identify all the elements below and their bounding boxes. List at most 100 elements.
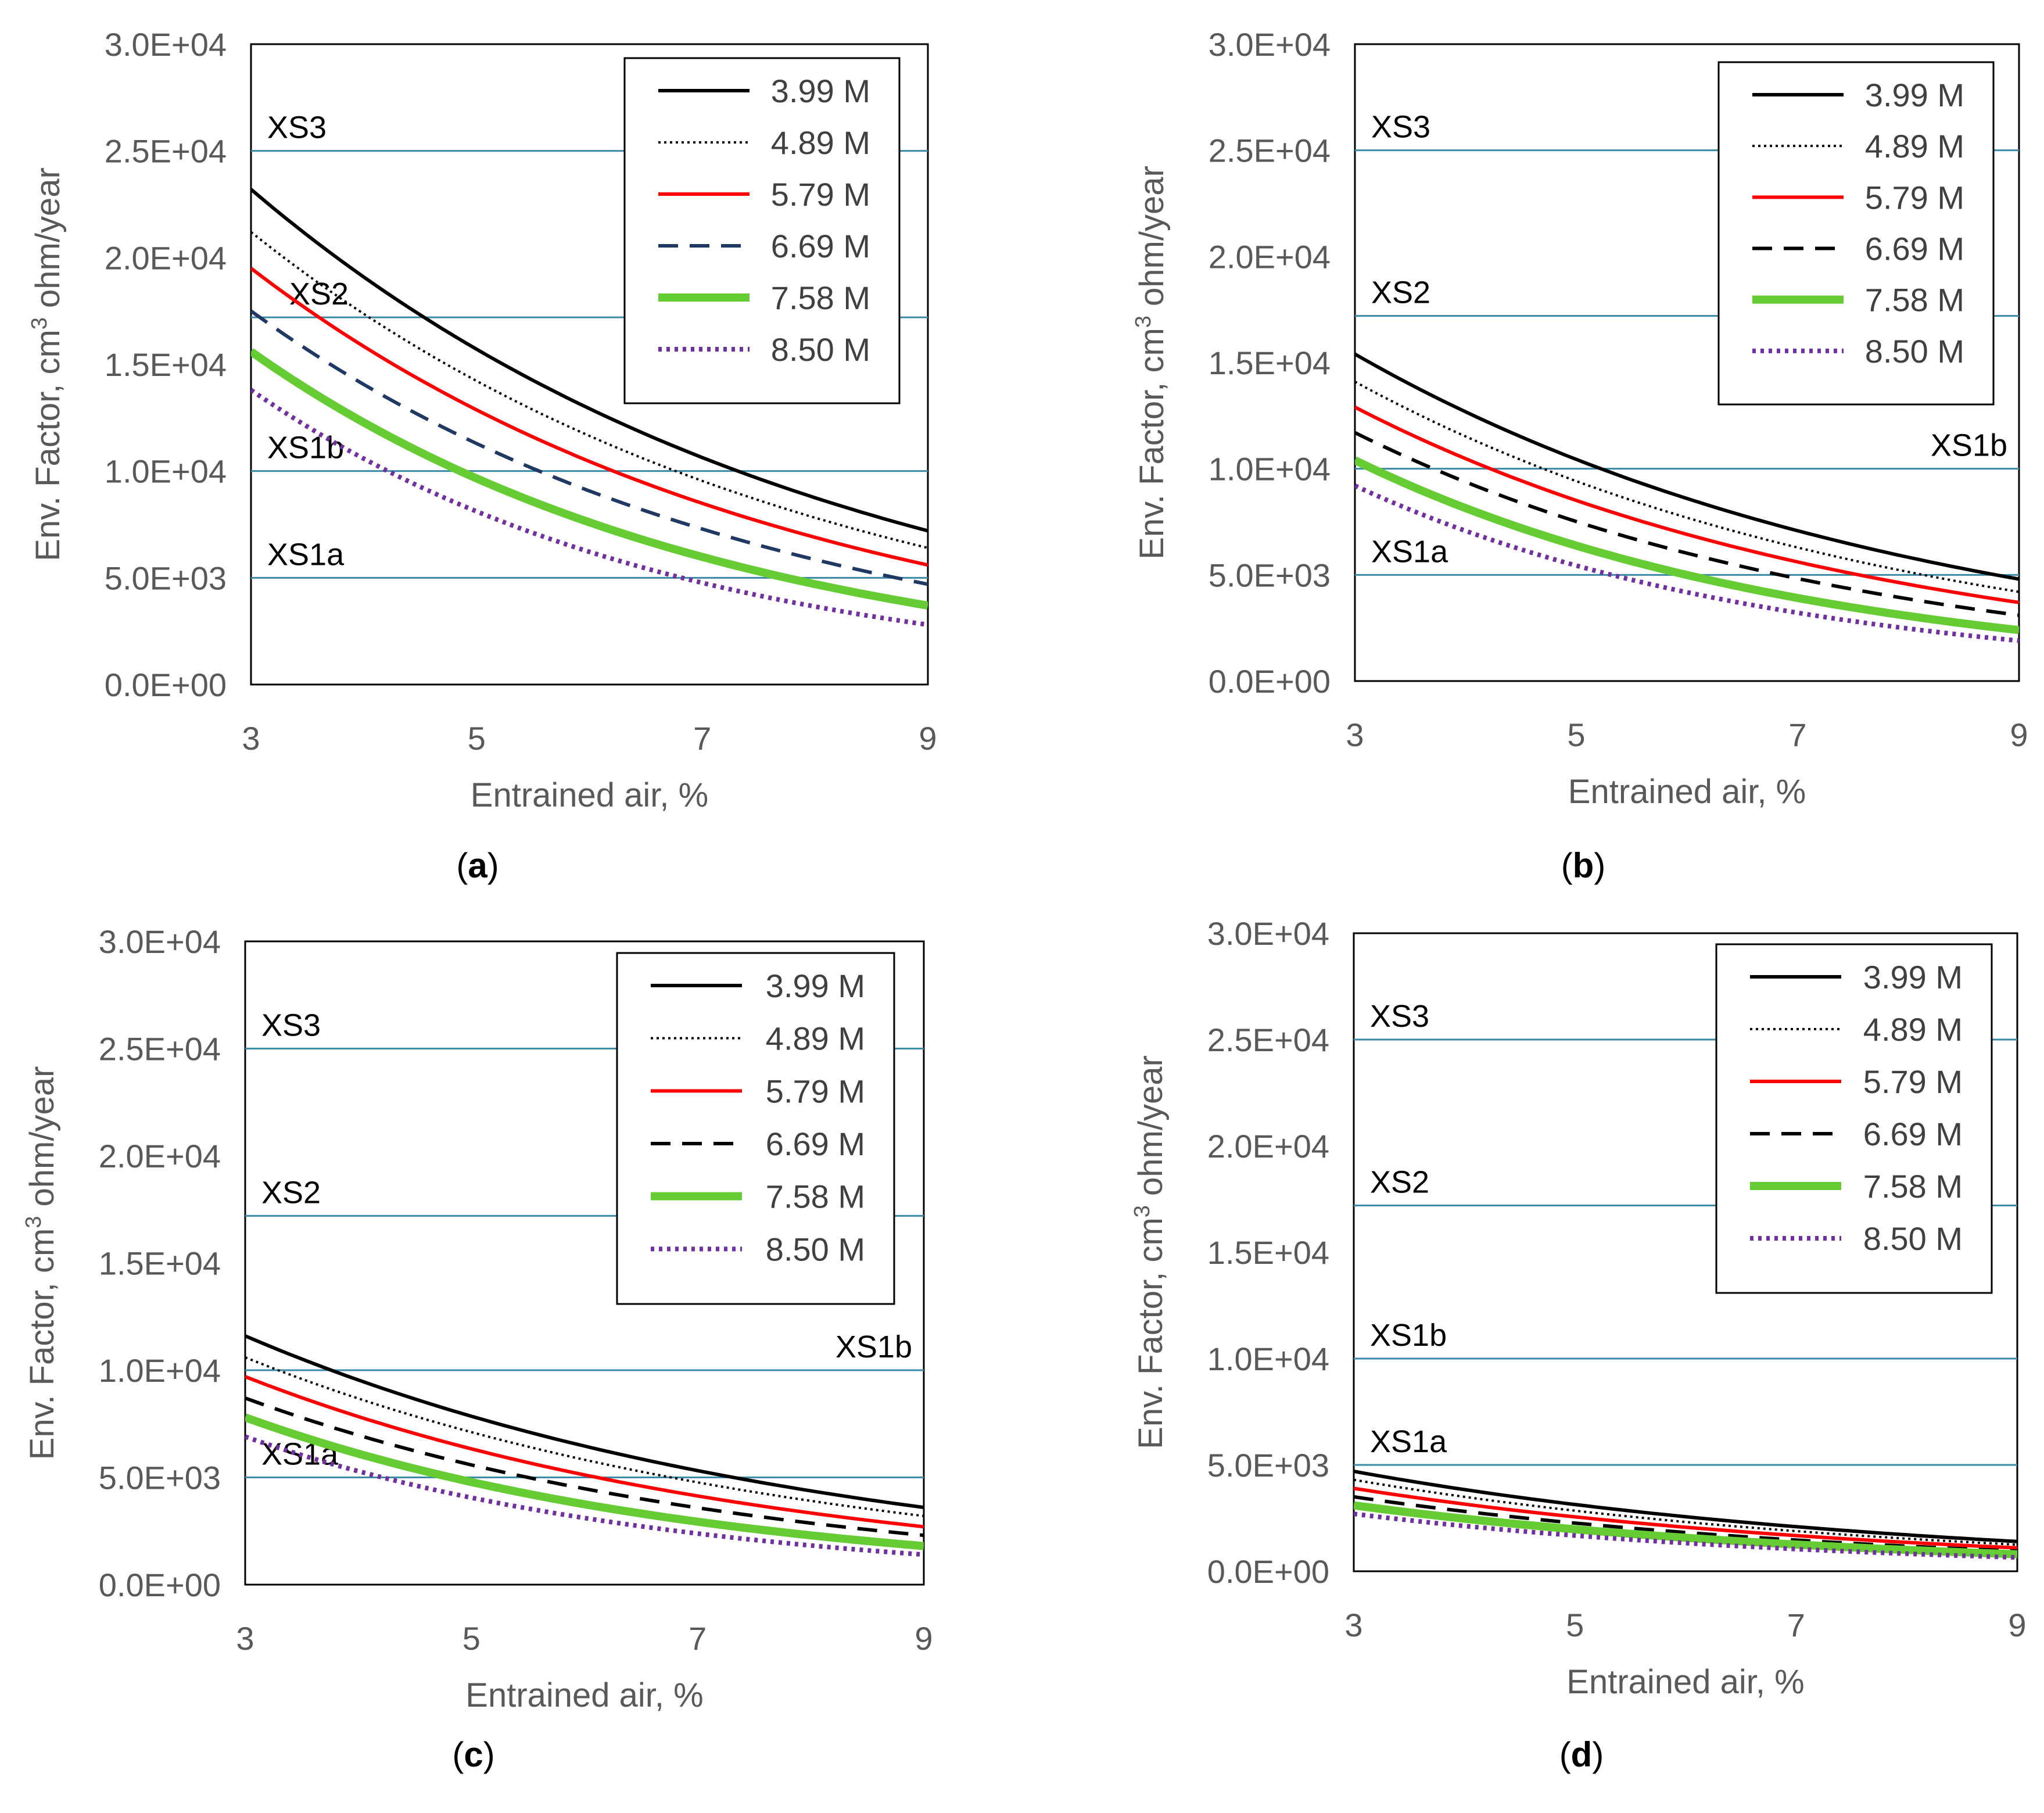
legend-box: [1715, 943, 1993, 1294]
caption-paren: ): [1592, 1735, 1604, 1774]
plot-frame: [250, 43, 929, 686]
y-axis-label-superscript: 3: [27, 317, 52, 329]
legend: 3.99 M 4.89 M 5.79 M 6.69 M 7.58 M 8.50 M: [616, 952, 895, 1305]
y-axis-label-part: Env. Factor, cm: [29, 329, 67, 561]
legend-label-579m: 5.79 M: [1865, 179, 1964, 216]
y-axis-label: Env. Factor, cm3 ohm/year: [27, 167, 67, 561]
series-line-850m: [251, 388, 928, 628]
legend-label-850m: 8.50 M: [766, 1231, 865, 1267]
threshold-label-xs2: XS2: [289, 277, 349, 311]
series-line-669m: [1354, 1495, 2017, 1553]
legend-label-399m: 3.99 M: [1865, 77, 1964, 113]
caption-paren: ): [487, 846, 499, 885]
series-line-399m: [1355, 352, 2019, 581]
x-tick-label: 5: [468, 720, 486, 757]
series-line-399m: [1354, 1470, 2017, 1543]
legend-box: [616, 952, 895, 1305]
legend-label-850m: 8.50 M: [1863, 1220, 1963, 1257]
y-tick-label: 3.0E+04: [1207, 915, 1329, 952]
caption-paren: (: [456, 846, 468, 885]
legend-label-850m: 8.50 M: [1865, 333, 1964, 370]
legend-label-579m: 5.79 M: [1863, 1063, 1963, 1100]
series-line-399m: [245, 1334, 924, 1510]
chart-panel-a: 0.0E+00 5.0E+03 1.0E+04 1.5E+04 2.0E+04 2.5E+…: [27, 26, 937, 885]
series-line-850m: [1354, 1511, 2017, 1560]
y-axis-label-superscript: 3: [21, 1216, 46, 1228]
legend-label-489m: 4.89 M: [1865, 128, 1964, 164]
threshold-label-xs3: XS3: [267, 110, 327, 145]
caption-paren: ): [483, 1735, 495, 1774]
y-tick-label: 3.0E+04: [99, 923, 221, 960]
y-axis-label-part: Env. Factor, cm: [1133, 328, 1171, 560]
series-line-579m: [245, 1375, 924, 1529]
panel-caption: (c): [452, 1735, 494, 1774]
threshold-label-xs3: XS3: [1371, 110, 1430, 145]
x-axis-label: Entrained air, %: [465, 1676, 703, 1714]
series-line-489m: [1354, 1478, 2017, 1546]
x-tick-label: 7: [1787, 1607, 1805, 1643]
caption-letter: a: [468, 846, 487, 885]
legend-box: [1717, 61, 1995, 406]
caption-paren: (: [452, 1735, 464, 1774]
series-line-399m: [251, 188, 928, 533]
series-line-489m: [245, 1356, 924, 1517]
y-axis-label-part: ohm/year: [29, 167, 67, 317]
legend: 3.99 M 4.89 M 5.79 M 6.69 M 7.58 M 8.50 M: [1715, 943, 1993, 1294]
series-line-758m: [1354, 1501, 2017, 1558]
y-tick-label: 5.0E+03: [1207, 1447, 1329, 1484]
x-tick-label: 5: [1567, 716, 1585, 753]
legend-label-489m: 4.89 M: [766, 1020, 865, 1057]
threshold-label-xs1b: XS1b: [1370, 1318, 1447, 1353]
series-line-669m: [245, 1396, 924, 1538]
legend-box: [623, 57, 901, 404]
x-tick-label: 3: [1344, 1607, 1362, 1643]
x-tick-label: 9: [919, 720, 937, 757]
threshold-label-xs1a: XS1a: [1370, 1424, 1447, 1459]
legend-label-850m: 8.50 M: [771, 331, 870, 368]
legend-label-758m: 7.58 M: [1865, 282, 1964, 318]
y-tick-label: 2.0E+04: [105, 239, 227, 276]
series-line-489m: [251, 231, 928, 549]
y-tick-label: 0.0E+00: [99, 1567, 221, 1603]
x-axis-label: Entrained air, %: [1566, 1663, 1804, 1701]
x-tick-label: 9: [2010, 716, 2028, 753]
x-tick-label: 7: [693, 720, 711, 757]
y-tick-label: 3.0E+04: [105, 26, 227, 63]
threshold-label-xs1b: XS1b: [835, 1330, 912, 1364]
legend-label-669m: 6.69 M: [1865, 231, 1964, 267]
y-tick-label: 0.0E+00: [1209, 663, 1331, 700]
y-axis-label-part: Env. Factor, cm: [23, 1228, 61, 1460]
x-tick-label: 5: [462, 1620, 480, 1657]
x-tick-label: 7: [1788, 716, 1806, 753]
x-tick-label: 3: [236, 1620, 254, 1657]
caption-letter: d: [1571, 1735, 1593, 1774]
y-tick-label: 0.0E+00: [1207, 1553, 1329, 1590]
threshold-label-xs2: XS2: [1371, 275, 1430, 310]
y-axis-label-part: ohm/year: [1132, 1055, 1170, 1205]
y-axis-label: Env. Factor, cm3 ohm/year: [1130, 1055, 1170, 1449]
series-line-758m: [251, 348, 928, 610]
y-tick-label: 5.0E+03: [105, 560, 227, 596]
threshold-label-xs1b: XS1b: [1931, 428, 2007, 463]
series-line-579m: [251, 267, 928, 567]
caption-letter: c: [464, 1735, 483, 1774]
y-tick-label: 1.5E+04: [1209, 345, 1331, 381]
legend-label-579m: 5.79 M: [771, 176, 870, 213]
legend-label-399m: 3.99 M: [766, 968, 865, 1004]
series-line-669m: [1355, 431, 2019, 617]
y-axis-label: Env. Factor, cm3 ohm/year: [21, 1066, 61, 1460]
y-tick-label: 2.0E+04: [1207, 1128, 1329, 1165]
y-tick-label: 2.0E+04: [99, 1138, 221, 1174]
legend-label-669m: 6.69 M: [771, 228, 870, 264]
legend-label-489m: 4.89 M: [771, 124, 870, 161]
y-tick-label: 3.0E+04: [1209, 26, 1331, 63]
y-tick-label: 5.0E+03: [99, 1460, 221, 1496]
y-tick-label: 1.5E+04: [1207, 1234, 1329, 1271]
y-tick-label: 1.5E+04: [99, 1245, 221, 1282]
y-axis-label-part: Env. Factor, cm: [1132, 1217, 1170, 1449]
legend-label-399m: 3.99 M: [1863, 959, 1963, 995]
series-line-758m: [245, 1413, 924, 1550]
y-axis-label: Env. Factor, cm3 ohm/year: [1131, 166, 1171, 560]
x-tick-label: 7: [688, 1620, 707, 1657]
